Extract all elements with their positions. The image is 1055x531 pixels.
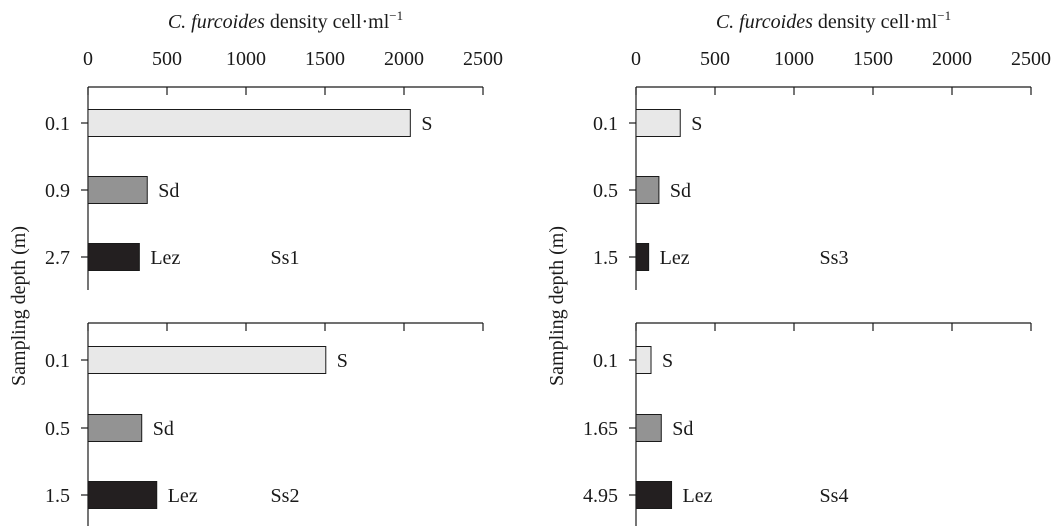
x-tick-label: 1000	[774, 48, 814, 70]
bar-label: Lez	[150, 247, 180, 269]
bar-label: Sd	[158, 180, 179, 202]
x-axis-title-superscript: −1	[389, 8, 403, 23]
panel-label: Ss2	[271, 485, 300, 507]
y-tick-label: 0.1	[593, 350, 618, 372]
bar-lez	[87, 481, 158, 509]
bar-s	[635, 109, 681, 137]
bar-s	[635, 346, 652, 374]
x-tick-label: 2500	[463, 48, 503, 70]
y-axis-label: Sampling depth (m)	[546, 226, 568, 386]
x-tick-label: 1500	[853, 48, 893, 70]
bar-sd	[87, 414, 143, 442]
bar-label: S	[421, 113, 432, 135]
y-tick-label: 0.5	[45, 418, 70, 440]
y-tick-label: 1.65	[583, 418, 618, 440]
bar-label: Sd	[670, 180, 691, 202]
y-tick-label: 0.1	[593, 113, 618, 135]
x-tick-label: 2000	[932, 48, 972, 70]
panel-label: Ss1	[271, 247, 300, 269]
bar-label: S	[691, 113, 702, 135]
bar-label: Sd	[672, 418, 693, 440]
y-tick-label: 0.5	[593, 180, 618, 202]
bar-label: S	[662, 350, 673, 372]
x-axis-title-superscript: −1	[937, 8, 951, 23]
panel-label: Ss4	[820, 485, 849, 507]
x-axis-title-italic: C. furcoides	[168, 11, 265, 33]
y-tick-label: 1.5	[45, 485, 70, 507]
x-axis-title: C. furcoides density cell·ml−1	[168, 8, 403, 33]
x-tick-label: 0	[83, 48, 93, 70]
bar-sd	[635, 414, 662, 442]
bar-label: S	[337, 350, 348, 372]
x-tick-label: 500	[700, 48, 730, 70]
x-tick-label: 1000	[226, 48, 266, 70]
bar-label: Lez	[683, 485, 713, 507]
y-tick-label: 1.5	[593, 247, 618, 269]
x-tick-label: 500	[152, 48, 182, 70]
bar-sd	[635, 176, 660, 204]
bar-lez	[635, 243, 650, 271]
bar-label: Sd	[153, 418, 174, 440]
x-axis-title: C. furcoides density cell·ml−1	[716, 8, 951, 33]
bar-label: Lez	[660, 247, 690, 269]
x-tick-label: 1500	[305, 48, 345, 70]
bar-s	[87, 109, 411, 137]
panel-label: Ss3	[820, 247, 849, 269]
y-tick-label: 0.1	[45, 350, 70, 372]
y-tick-label: 0.1	[45, 113, 70, 135]
bar-label: Lez	[168, 485, 198, 507]
x-tick-label: 2000	[384, 48, 424, 70]
x-tick-label: 0	[631, 48, 641, 70]
x-axis-title-rest: density cell·ml	[813, 11, 938, 33]
bar-s	[87, 346, 327, 374]
y-tick-label: 2.7	[45, 247, 70, 269]
bar-sd	[87, 176, 148, 204]
x-axis-title-rest: density cell·ml	[265, 11, 390, 33]
bar-lez	[635, 481, 673, 509]
y-tick-label: 4.95	[583, 485, 618, 507]
x-tick-label: 2500	[1011, 48, 1051, 70]
y-tick-label: 0.9	[45, 180, 70, 202]
bar-lez	[87, 243, 140, 271]
y-axis-label: Sampling depth (m)	[8, 226, 30, 386]
x-axis-title-italic: C. furcoides	[716, 11, 813, 33]
